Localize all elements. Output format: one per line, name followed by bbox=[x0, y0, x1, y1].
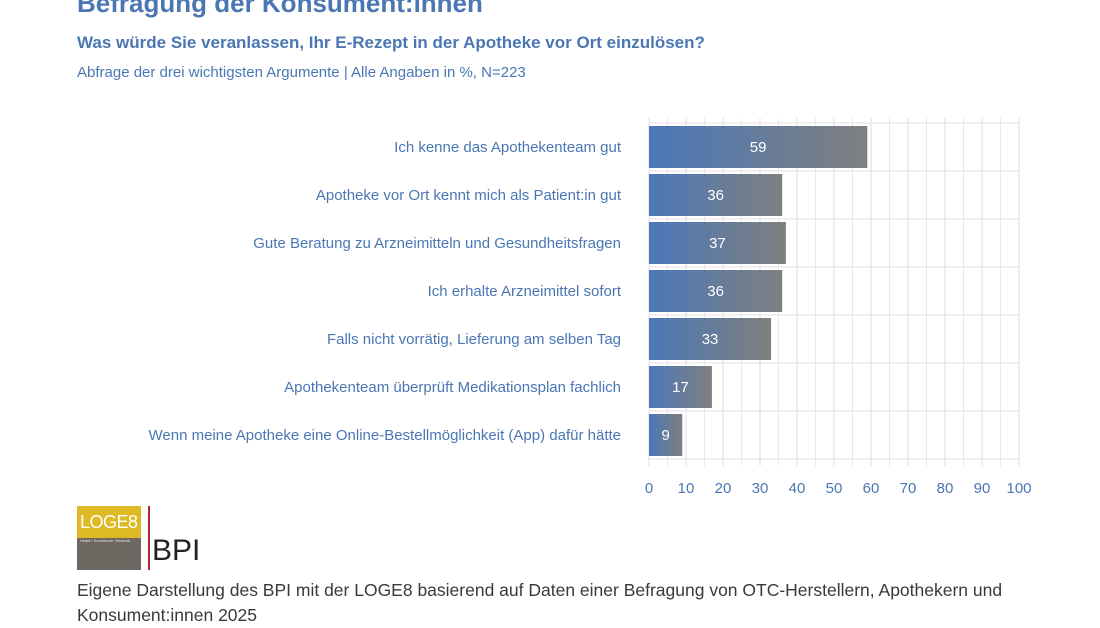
x-tick-label: 90 bbox=[974, 480, 991, 497]
x-tick-label: 50 bbox=[826, 480, 843, 497]
category-label: Apothekenteam überprüft Medikationsplan … bbox=[284, 379, 621, 396]
x-tick-label: 60 bbox=[863, 480, 880, 497]
bar bbox=[649, 126, 868, 168]
chart-category-labels: Ich kenne das Apothekenteam gut Apotheke … bbox=[149, 139, 622, 444]
bar-value-label: 33 bbox=[702, 331, 719, 348]
bar bbox=[649, 270, 783, 312]
bar bbox=[649, 414, 683, 456]
chart-bars: 59 36 37 36 33 17 9 bbox=[649, 126, 868, 456]
category-label: Ich erhalte Arzneimittel sofort bbox=[428, 283, 622, 300]
bar bbox=[649, 318, 772, 360]
bar bbox=[649, 366, 712, 408]
x-tick-label: 20 bbox=[715, 480, 732, 497]
chart-subtitle: Was würde Sie veranlassen, Ihr E-Rezept … bbox=[77, 33, 705, 52]
x-tick-label: 80 bbox=[937, 480, 954, 497]
bar-value-label: 59 bbox=[750, 139, 767, 156]
chart-note: Abfrage der drei wichtigsten Argumente |… bbox=[77, 64, 526, 81]
bar bbox=[649, 174, 783, 216]
x-tick-label: 40 bbox=[789, 480, 806, 497]
category-label: Wenn meine Apotheke eine Online-Bestellm… bbox=[149, 427, 622, 444]
x-tick-label: 0 bbox=[645, 480, 653, 497]
bar-value-label: 9 bbox=[661, 427, 669, 444]
x-tick-label: 30 bbox=[752, 480, 769, 497]
bpi-logo-bar bbox=[148, 506, 150, 570]
category-label: Apotheke vor Ort kennt mich als Patient:… bbox=[316, 187, 622, 204]
x-tick-label: 100 bbox=[1006, 480, 1031, 497]
bar-value-label: 36 bbox=[707, 283, 724, 300]
bar-value-label: 17 bbox=[672, 379, 689, 396]
category-label: Falls nicht vorrätig, Lieferung am selbe… bbox=[327, 331, 621, 348]
category-label: Gute Beratung zu Arzneimitteln und Gesun… bbox=[253, 235, 621, 252]
chart-x-axis-ticks: 0 10 20 30 40 50 60 70 80 90 100 bbox=[645, 480, 1032, 497]
chart-title: Befragung der Konsument:innen bbox=[77, 0, 483, 18]
x-tick-label: 70 bbox=[900, 480, 917, 497]
loge8-logo-tagline: Health. Excellence. Network. bbox=[77, 538, 141, 570]
source-note: Eigene Darstellung des BPI mit der LOGE8… bbox=[77, 580, 1003, 625]
bpi-logo: BPI bbox=[148, 506, 206, 570]
loge8-logo: LOGE8 Health. Excellence. Network. bbox=[77, 506, 141, 570]
bar-value-label: 37 bbox=[709, 235, 726, 252]
bar bbox=[649, 222, 786, 264]
category-label: Ich kenne das Apothekenteam gut bbox=[394, 139, 622, 156]
bar-value-label: 36 bbox=[707, 187, 724, 204]
bar-chart: 59 36 37 36 33 17 9 Ich kenne das Apothekentea… bbox=[149, 118, 1032, 497]
bpi-logo-name: BPI bbox=[152, 534, 201, 567]
loge8-logo-name: LOGE8 bbox=[77, 506, 141, 538]
x-tick-label: 10 bbox=[678, 480, 695, 497]
